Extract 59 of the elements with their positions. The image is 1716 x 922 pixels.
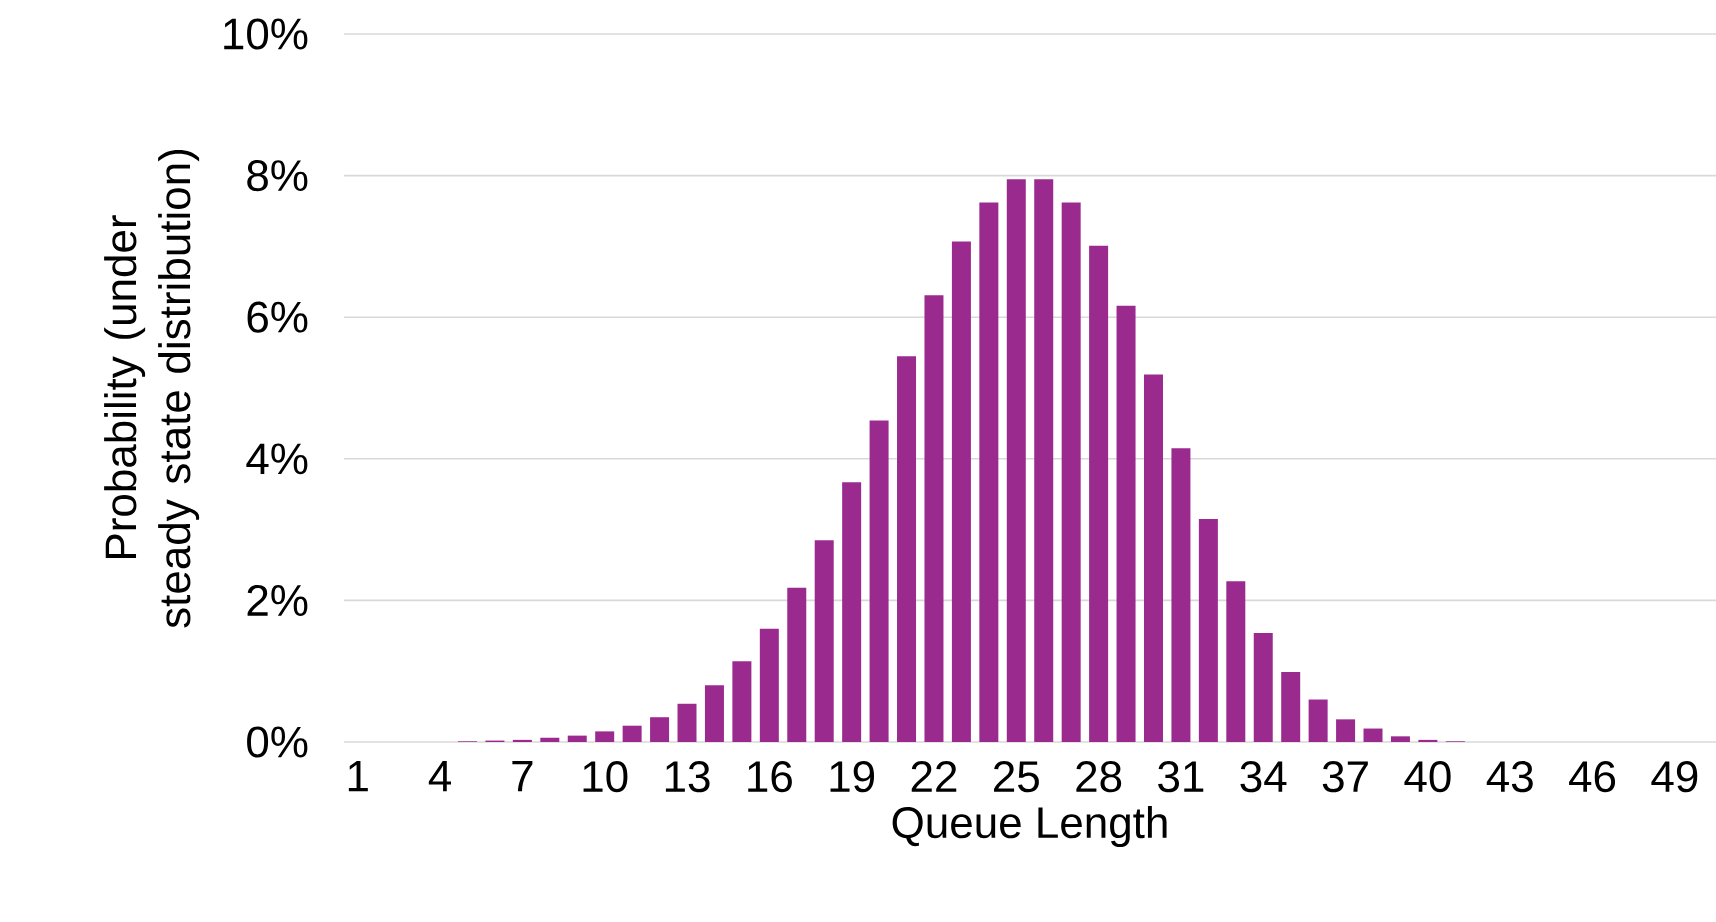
bar	[1006, 179, 1026, 742]
y-tick-label: 2%	[247, 584, 308, 616]
x-tick-label: 10	[583, 761, 628, 793]
x-tick-label: 34	[1240, 761, 1287, 793]
x-tick-label: 4	[428, 761, 451, 792]
bar	[677, 703, 697, 742]
bar	[814, 540, 834, 742]
bar	[1198, 518, 1218, 742]
x-tick-label: 16	[748, 761, 792, 793]
x-tick-label: 25	[994, 761, 1039, 793]
y-tick-label: 0%	[247, 726, 308, 758]
y-axis-title: Probability (under steady state distribution)	[104, 149, 200, 628]
bar	[567, 735, 587, 742]
bar	[759, 628, 779, 742]
bar	[842, 482, 862, 742]
bar	[512, 739, 532, 742]
bar	[897, 356, 917, 742]
x-axis-title: Queue Length	[892, 805, 1167, 847]
bar	[1226, 581, 1246, 742]
bar	[924, 295, 944, 742]
bar	[1253, 632, 1273, 742]
bar	[1061, 202, 1081, 742]
x-tick-label: 46	[1569, 761, 1616, 793]
bar	[595, 731, 615, 742]
x-tick-label: 22	[911, 761, 957, 792]
bar	[1390, 736, 1410, 742]
bar	[1336, 719, 1356, 742]
bar	[1171, 448, 1191, 742]
x-tick-label: 31	[1158, 761, 1204, 793]
x-tick-label: 40	[1404, 761, 1451, 793]
x-tick-label: 43	[1486, 761, 1533, 793]
bar	[650, 717, 670, 742]
x-tick-label: 13	[665, 761, 710, 793]
bar	[622, 725, 642, 742]
y-tick-label: 6%	[247, 301, 308, 333]
bar	[787, 587, 807, 742]
bar	[1034, 179, 1054, 742]
x-tick-label: 28	[1076, 761, 1122, 793]
x-tick-label: 49	[1651, 761, 1698, 793]
bar	[1363, 728, 1383, 742]
bar	[869, 420, 889, 742]
bar	[732, 661, 752, 742]
bar	[704, 685, 724, 742]
y-tick-label: 10%	[224, 18, 308, 50]
x-tick-label: 7	[512, 761, 533, 792]
bar	[1308, 699, 1328, 742]
bar	[951, 241, 971, 742]
bar	[979, 202, 999, 742]
bar	[1089, 245, 1109, 742]
x-tick-label: 37	[1322, 761, 1368, 793]
bar	[540, 737, 560, 742]
y-tick-label: 8%	[247, 160, 308, 192]
bar	[1281, 671, 1301, 742]
x-tick-label: 19	[830, 761, 875, 793]
bar	[1143, 374, 1163, 742]
bar	[1418, 739, 1438, 742]
x-tick-label: 1	[348, 761, 368, 792]
bar	[1116, 305, 1136, 742]
y-tick-label: 4%	[246, 443, 308, 475]
